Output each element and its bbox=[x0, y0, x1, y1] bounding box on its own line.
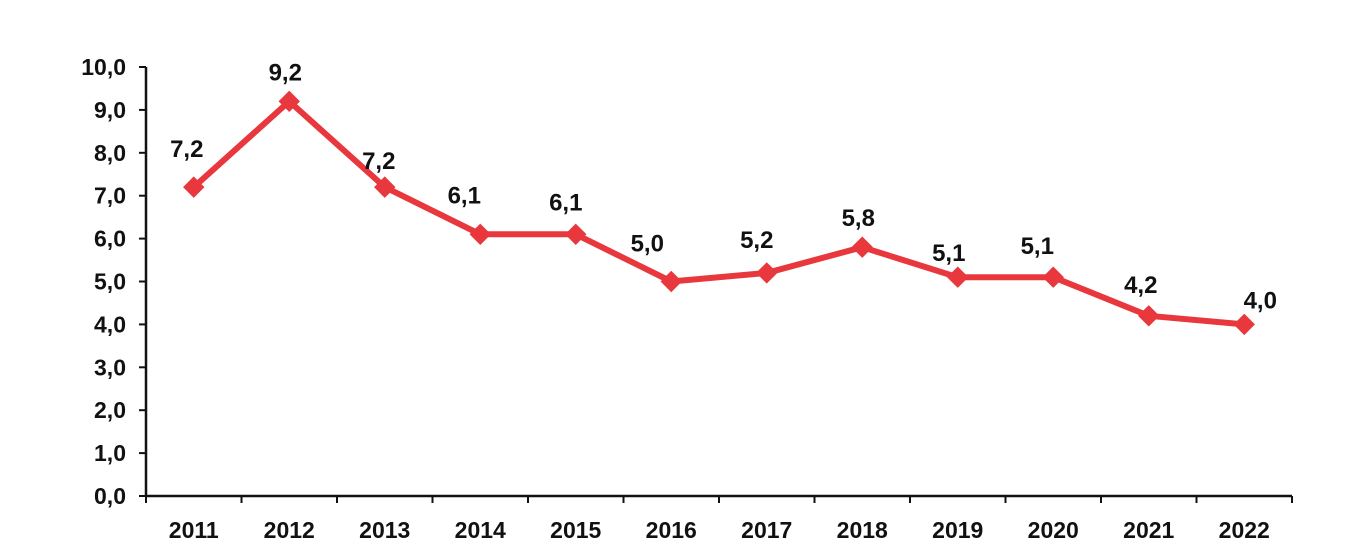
y-tick-label: 10,0 bbox=[81, 54, 126, 80]
data-label: 5,8 bbox=[842, 205, 875, 232]
x-tick-label: 2011 bbox=[169, 517, 219, 543]
x-tick-label: 2013 bbox=[359, 517, 410, 543]
x-tick-label: 2021 bbox=[1123, 517, 1174, 543]
data-labels: 7,2 9,2 7,2 6,1 6,1 5,0 5,2 5,8 5,1 5,1 4,2 4,0 bbox=[170, 59, 1277, 314]
data-point-marker bbox=[469, 223, 491, 246]
data-label: 7,2 bbox=[170, 136, 203, 163]
y-tick-label: 5,0 bbox=[94, 269, 126, 295]
data-point-marker bbox=[1233, 313, 1255, 336]
x-tick-label: 2014 bbox=[455, 517, 506, 543]
data-label: 6,1 bbox=[448, 182, 481, 209]
data-label: 4,0 bbox=[1244, 287, 1277, 314]
y-tick-label: 2,0 bbox=[94, 397, 126, 423]
y-tick-label: 4,0 bbox=[94, 311, 126, 337]
data-point-marker bbox=[565, 223, 587, 246]
data-point-marker bbox=[660, 270, 682, 293]
x-tick-label: 2019 bbox=[932, 517, 983, 543]
y-axis: 0,0 1,0 2,0 3,0 4,0 5,0 6,0 7,0 8,0 9,0 10,0 bbox=[81, 54, 148, 509]
data-label: 6,1 bbox=[549, 189, 582, 216]
y-tick-label: 7,0 bbox=[94, 183, 126, 209]
x-tick-label: 2018 bbox=[837, 517, 888, 543]
x-tick-label: 2016 bbox=[646, 517, 697, 543]
data-label: 9,2 bbox=[269, 59, 302, 86]
data-label: 5,2 bbox=[740, 227, 773, 254]
y-tick-label: 9,0 bbox=[94, 97, 126, 123]
data-point-marker bbox=[374, 176, 396, 198]
data-label: 7,2 bbox=[362, 148, 395, 175]
y-tick-label: 8,0 bbox=[94, 140, 126, 166]
y-tick-label: 3,0 bbox=[94, 354, 126, 380]
data-point-marker bbox=[183, 176, 205, 198]
x-tick-label: 2020 bbox=[1028, 517, 1079, 543]
series-line bbox=[190, 98, 1248, 328]
data-point-marker bbox=[947, 266, 969, 288]
x-tick-label: 2022 bbox=[1219, 517, 1270, 543]
data-point-marker bbox=[278, 90, 300, 113]
y-tick-label: 0,0 bbox=[94, 483, 126, 509]
data-point-marker bbox=[851, 236, 873, 258]
x-axis: 2011 2012 2013 2014 2015 2016 2017 2018 2019 2020… bbox=[145, 494, 1293, 543]
y-tick-label: 1,0 bbox=[94, 440, 126, 466]
data-point-marker bbox=[1042, 266, 1064, 288]
data-label: 5,0 bbox=[631, 231, 664, 258]
y-tick-label: 6,0 bbox=[94, 226, 126, 252]
x-tick-label: 2012 bbox=[264, 517, 315, 543]
data-point-marker bbox=[1138, 305, 1160, 327]
x-tick-label: 2017 bbox=[741, 517, 792, 543]
data-point-marker bbox=[756, 262, 778, 284]
data-label: 4,2 bbox=[1124, 272, 1157, 299]
series bbox=[183, 90, 1255, 336]
x-tick-label: 2015 bbox=[550, 517, 601, 543]
data-label: 5,1 bbox=[932, 240, 965, 267]
data-label: 5,1 bbox=[1021, 233, 1054, 260]
